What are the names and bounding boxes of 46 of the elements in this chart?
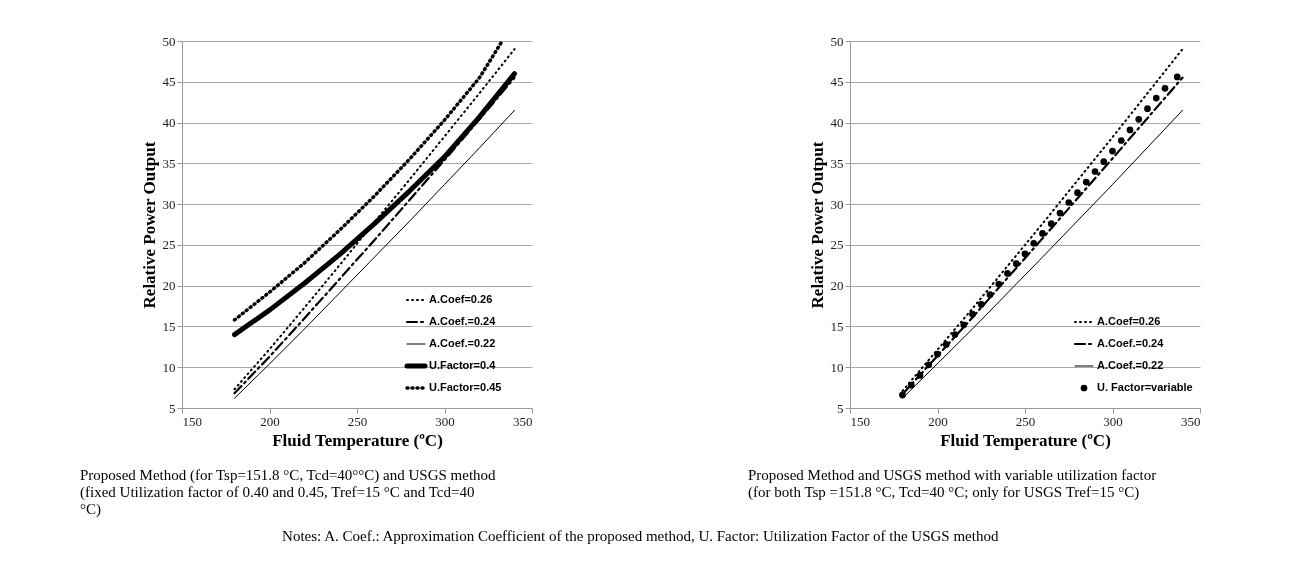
y-tick-label: 50 — [830, 33, 844, 49]
y-tick-label: 15 — [830, 318, 844, 334]
y-tick-label: 10 — [162, 359, 176, 375]
text: Proposed Method (for Tsp=151.8 °C, Tcd=40°°C) and USGS method (fixed Utilization factor of 0.40 and 0.45, Tref=15 °C and Tcd=40 °C) — [80, 467, 497, 518]
y-tick-label: 20 — [830, 278, 844, 294]
x-tick-label: 300 — [1103, 413, 1123, 429]
legend-label: A.Coef.=0.24 — [1097, 337, 1165, 349]
x-tick-label: 350 — [1181, 413, 1201, 429]
text: Notes: A. Coef.: Approximation Coefficient of the proposed method, U. Factor: Utilization Factor of the USGS method — [282, 528, 999, 544]
x-tick-label: 150 — [850, 413, 870, 429]
legend-label: A.Coef.=0.22 — [1097, 359, 1164, 371]
x-tick-label: 250 — [1015, 413, 1036, 429]
x-tick-label: 200 — [260, 413, 280, 429]
legend-label: A.Coef=0.26 — [1097, 315, 1161, 327]
y-tick-label: 50 — [162, 33, 176, 49]
text: Proposed Method and USGS method with variable utilization factor (for both Tsp =151.8 °C, Tcd=40 °C; only for USGS Tref=15 °C) — [748, 467, 1157, 501]
y-tick-label: 35 — [162, 155, 176, 171]
y-tick-label: 5 — [837, 400, 844, 416]
y-axis-title: Relative Power Output — [139, 141, 159, 309]
y-tick-label: 25 — [830, 237, 844, 253]
y-tick-label: 5 — [169, 400, 176, 416]
y-tick-label: 40 — [830, 115, 844, 131]
x-axis-title: Fluid Temperature (ºC) — [272, 430, 443, 450]
y-axis-title: Relative Power Output — [807, 141, 827, 309]
y-tick-label: 45 — [830, 74, 844, 90]
y-tick-label: 10 — [830, 359, 844, 375]
legend-label: U.Factor=0.45 — [429, 381, 502, 393]
x-tick-label: 250 — [347, 413, 368, 429]
x-tick-label: 200 — [928, 413, 948, 429]
x-axis-title: Fluid Temperature (ºC) — [940, 430, 1111, 450]
y-tick-label: 15 — [162, 318, 176, 334]
y-tick-label: 30 — [830, 196, 844, 212]
legend-label: U.Factor=0.4 — [429, 359, 497, 371]
legend-label: A.Coef.=0.22 — [429, 337, 496, 349]
y-tick-label: 45 — [162, 74, 176, 90]
x-tick-label: 350 — [513, 413, 533, 429]
y-tick-label: 25 — [162, 237, 176, 253]
x-tick-label: 150 — [182, 413, 202, 429]
y-tick-label: 40 — [162, 115, 176, 131]
legend-label: A.Coef.=0.24 — [429, 315, 497, 327]
legend-label: A.Coef=0.26 — [429, 293, 493, 305]
y-tick-label: 20 — [162, 278, 176, 294]
y-tick-label: 30 — [162, 196, 176, 212]
y-tick-label: 35 — [830, 155, 844, 171]
legend-label: U. Factor=variable — [1097, 381, 1193, 393]
x-tick-label: 300 — [435, 413, 455, 429]
